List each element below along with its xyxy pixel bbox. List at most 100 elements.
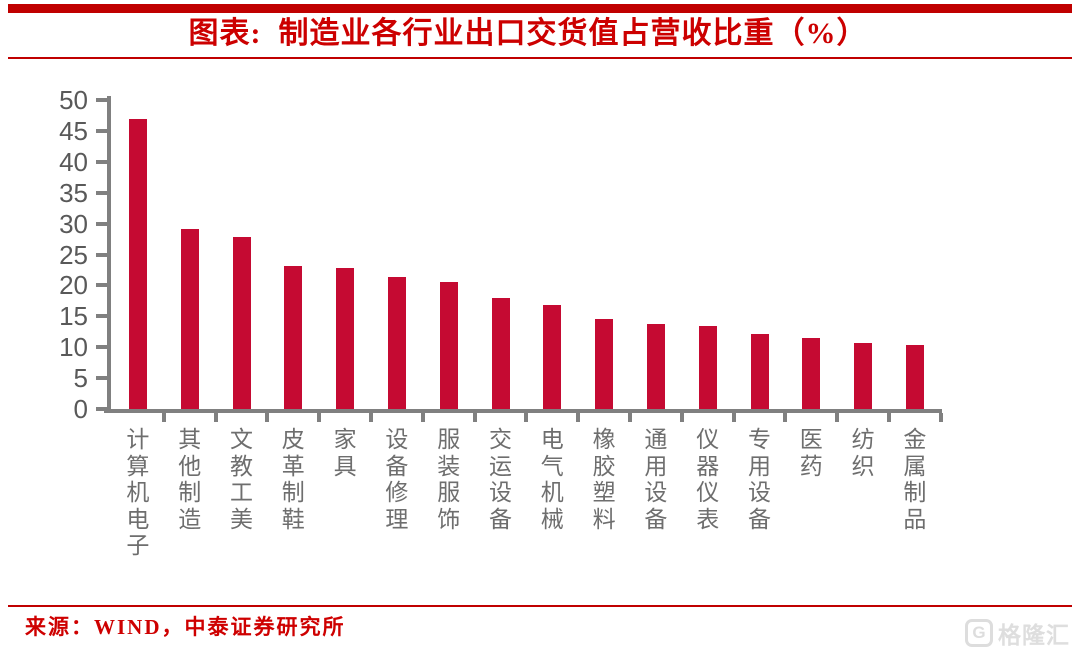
y-axis-tick-label: 50 [59, 85, 88, 115]
category-label-char: 修 [385, 480, 409, 505]
category-label: 橡胶塑料 [578, 427, 630, 533]
category-label-char: 皮 [281, 427, 305, 452]
y-axis-tick [96, 283, 109, 288]
category-label: 计算机电子 [112, 427, 164, 560]
bar-文教工美 [232, 237, 251, 409]
x-axis-tick [938, 413, 943, 422]
x-axis-line [104, 409, 942, 413]
x-axis-tick [524, 413, 529, 422]
category-label-char: 设 [747, 480, 771, 505]
category-label-char: 备 [488, 506, 512, 532]
category-label-char: 美 [229, 506, 253, 532]
category-label: 皮革制鞋 [267, 427, 319, 533]
x-axis-tick [317, 413, 322, 422]
x-axis-tick [369, 413, 373, 422]
category-label-char: 用 [747, 453, 771, 479]
category-label-char: 金 [903, 427, 927, 452]
bar-电气机械 [543, 305, 562, 409]
bar-专用设备 [750, 334, 769, 409]
y-axis-tick-label: 0 [73, 394, 88, 424]
x-axis-tick [161, 413, 166, 422]
y-axis-tick-label: 30 [59, 208, 88, 239]
category-label-char: 料 [592, 506, 616, 532]
category-label-char: 其 [178, 427, 202, 452]
category-label-char: 设 [644, 480, 668, 505]
category-label-char: 装 [437, 453, 461, 479]
category-label-char: 服 [437, 480, 461, 505]
category-label-char: 机 [126, 480, 150, 505]
category-label-char: 器 [696, 453, 720, 479]
category-label-char: 鞋 [281, 506, 305, 532]
category-label-char: 算 [126, 453, 150, 479]
category-label-char: 电 [540, 427, 564, 452]
header-divider [8, 57, 1072, 59]
x-axis-tick [731, 413, 736, 422]
category-label-char: 设 [385, 427, 409, 452]
category-label: 纺织 [837, 427, 889, 480]
footer-divider [8, 605, 1072, 607]
y-axis-tick [96, 345, 109, 350]
x-axis-tick [628, 413, 632, 422]
category-label-char: 通 [644, 427, 668, 452]
y-axis-tick [96, 221, 109, 226]
category-label: 设备修理 [371, 427, 423, 533]
x-axis-tick [783, 413, 788, 422]
category-label-char: 气 [540, 453, 564, 479]
x-axis-tick [576, 413, 581, 422]
y-axis-tick-label: 10 [59, 332, 88, 363]
y-axis-tick-label: 35 [59, 177, 88, 208]
category-label: 其他制造 [164, 427, 216, 533]
y-axis-tick [96, 128, 109, 133]
bar-计算机电子 [128, 119, 147, 409]
y-axis-tick-label: 25 [59, 239, 88, 270]
category-label-char: 服 [437, 427, 461, 452]
y-axis-tick-label: 40 [59, 146, 88, 177]
bar-家具 [336, 268, 355, 409]
y-axis-tick [96, 407, 109, 411]
category-label: 通用设备 [630, 427, 682, 533]
category-label-char: 交 [488, 427, 512, 452]
category-label-char: 药 [799, 453, 823, 479]
category-label-char: 革 [281, 453, 305, 479]
category-label: 家具 [319, 427, 371, 480]
category-label-char: 制 [281, 480, 305, 505]
header-top-bar [8, 4, 1072, 13]
chart-title: 图表: 制造业各行业出口交货值占营收比重（%） [188, 17, 868, 50]
y-axis-tick [96, 314, 109, 319]
category-label-char: 具 [333, 453, 357, 479]
category-label-char: 运 [488, 453, 512, 479]
y-axis-tick [96, 190, 109, 195]
category-label-char: 机 [540, 480, 564, 505]
category-label-char: 仪 [696, 480, 720, 505]
y-axis-line [107, 96, 111, 413]
category-label-char: 理 [385, 506, 409, 532]
bar-其他制造 [180, 228, 199, 409]
category-label-char: 表 [696, 506, 720, 532]
category-label-char: 制 [178, 480, 202, 505]
x-axis-tick [679, 413, 684, 422]
category-label-char: 属 [903, 453, 927, 479]
x-axis-tick [213, 413, 218, 422]
category-label-char: 备 [385, 453, 409, 479]
category-label-char: 品 [903, 506, 927, 532]
category-label-char: 专 [747, 427, 771, 452]
gelonghui-logo-text: 格隆汇 [998, 623, 1070, 648]
category-label-char: 备 [747, 506, 771, 532]
category-label: 仪器仪表 [682, 427, 734, 533]
category-label: 电气机械 [526, 427, 578, 533]
category-label-char: 仪 [696, 427, 720, 452]
x-axis-tick [472, 413, 477, 422]
category-label-char: 橡 [592, 427, 616, 452]
x-axis-tick [420, 413, 425, 422]
bar-金属制品 [905, 345, 924, 409]
category-label-char: 饰 [437, 506, 461, 532]
category-label-char: 子 [126, 533, 150, 558]
bar-皮革制鞋 [284, 266, 303, 409]
category-label-char: 械 [540, 506, 564, 532]
bar-设备修理 [387, 276, 406, 409]
y-axis-tick-label: 20 [59, 270, 88, 301]
gelonghui-logo: G 格隆汇 [965, 616, 1070, 649]
y-axis-tick-label: 45 [59, 115, 88, 146]
category-label-char: 胶 [592, 453, 616, 479]
